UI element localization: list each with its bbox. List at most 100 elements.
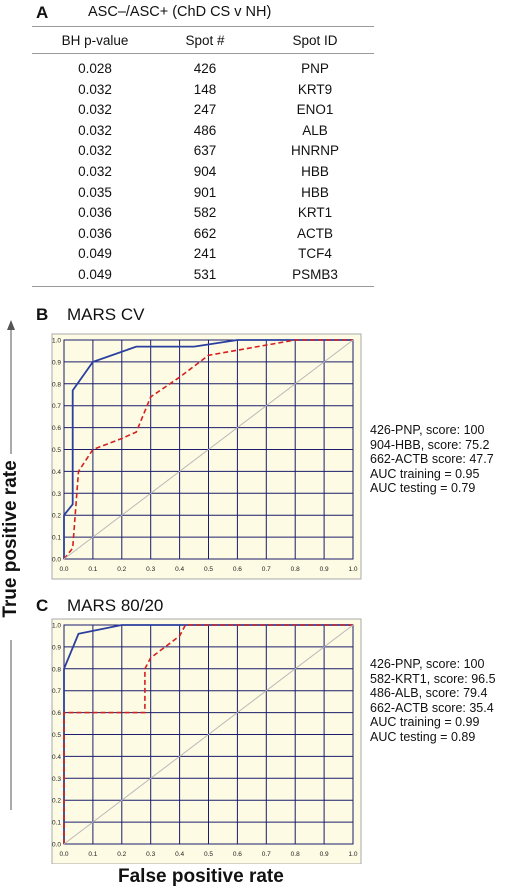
header-bh-pvalue: BH p-value <box>61 33 129 48</box>
table-cell-spot-number: 247 <box>193 102 217 118</box>
table-cell-spot-id: ENO1 <box>296 102 334 118</box>
x-tick-label: 0.7 <box>262 566 271 573</box>
table-cell-spot-number: 426 <box>193 61 217 76</box>
y-tick-label: 0.1 <box>52 820 61 827</box>
table-cell-spot-number: 637 <box>193 143 217 159</box>
y-tick-label: 0.1 <box>52 535 61 542</box>
y-tick-label: 0.3 <box>52 491 61 498</box>
table-cell-bh-pvalue: 0.049 <box>78 246 112 262</box>
table-cell-spot-id: PNP <box>301 61 329 76</box>
header-spot-number: Spot # <box>185 33 225 48</box>
y-tick-label: 0.8 <box>52 666 61 673</box>
x-tick-label: 0.6 <box>233 566 242 573</box>
annotation-line: 426-PNP, score: 100 <box>370 657 485 671</box>
table-cell-bh-pvalue: 0.032 <box>78 143 112 159</box>
y-axis-arrow-head <box>7 320 15 330</box>
annotation-line: 486-ALB, score: 79.4 <box>370 686 488 700</box>
table-cell-spot-id: KRT9 <box>297 81 333 97</box>
table-bottom-rule <box>32 286 374 287</box>
y-tick-label: 0.3 <box>52 776 61 783</box>
y-tick-label: 0.4 <box>52 754 61 761</box>
annotation-line: AUC training = 0.99 <box>370 715 480 729</box>
chart-c-title: MARS 80/20 <box>67 596 164 615</box>
table-cell-spot-number: 531 <box>193 267 217 282</box>
x-tick-label: 0.0 <box>59 851 68 858</box>
x-tick-label: 0.2 <box>117 566 126 573</box>
x-tick-label: 0.1 <box>88 851 97 858</box>
y-tick-label: 0.2 <box>52 798 61 805</box>
x-tick-label: 0.6 <box>233 851 242 858</box>
table-cell-bh-pvalue: 0.035 <box>78 184 112 200</box>
table-cell-spot-number: 486 <box>193 122 217 138</box>
roc-chart-mars-cv: 0.0 0.0 0.1 0.1 0.2 0.2 0.3 0.3 0.4 0.4 0.5 0.5 0.6 0… <box>51 333 362 580</box>
training-roc-line <box>63 339 353 559</box>
x-tick-label: 1.0 <box>348 851 357 858</box>
x-tick-label: 0.8 <box>291 566 300 573</box>
x-tick-label: 0.1 <box>88 566 97 573</box>
x-tick-label: 1.0 <box>348 566 357 573</box>
y-tick-label: 1.0 <box>52 338 61 345</box>
y-tick-label: 0.7 <box>52 403 61 410</box>
y-tick-label: 0.8 <box>52 381 61 388</box>
training-roc-line <box>63 624 353 844</box>
annotation-line: 662-ACTB score: 47.7 <box>370 452 494 466</box>
table-cell-spot-number: 662 <box>193 225 217 241</box>
panel-b-letter: B <box>36 305 49 324</box>
chart-b-annotations: 426-PNP, score: 100 904-HBB, score: 75.2… <box>370 423 494 496</box>
y-axis-label: True positive rate <box>0 454 24 624</box>
table-cell-spot-id: HBB <box>301 164 329 179</box>
annotation-line: 582-KRT1, score: 96.5 <box>370 671 496 686</box>
chart-b-title: MARS CV <box>67 305 145 324</box>
table-cell-spot-id: HBB <box>301 184 329 200</box>
table-title: ASC–/ASC+ (ChD CS v NH) <box>88 4 272 20</box>
table-header-rule <box>32 53 374 54</box>
x-tick-label: 0.2 <box>117 851 126 858</box>
x-tick-label: 0.9 <box>320 566 329 573</box>
table-cell-bh-pvalue: 0.036 <box>78 205 112 221</box>
x-tick-label: 0.3 <box>146 566 155 573</box>
y-tick-label: 0.7 <box>52 688 61 695</box>
roc-chart-mars-80-20: 0.0 0.0 0.1 0.1 0.2 0.2 0.3 0.3 0.4 0.4 0.5 0.5 0.6 0… <box>51 618 362 864</box>
annotation-line: AUC testing = 0.79 <box>370 481 476 495</box>
table-cell-bh-pvalue: 0.032 <box>78 164 112 179</box>
x-tick-label: 0.5 <box>204 566 213 573</box>
x-axis-label: False positive rate <box>118 866 284 887</box>
x-tick-label: 0.4 <box>175 566 184 573</box>
table-cell-bh-pvalue: 0.032 <box>78 102 112 118</box>
panel-c-letter: C <box>36 596 49 615</box>
x-tick-label: 0.4 <box>175 851 184 858</box>
annotation-line: AUC training = 0.95 <box>370 466 480 481</box>
table-cell-spot-number: 904 <box>193 164 217 179</box>
reference-diagonal-line <box>63 624 354 845</box>
x-tick-label: 0.9 <box>320 851 329 858</box>
y-tick-label: 0.6 <box>52 710 61 717</box>
table-cell-spot-number: 148 <box>193 81 217 97</box>
table-cell-spot-id: KRT1 <box>297 205 333 221</box>
x-tick-label: 0.0 <box>59 566 68 573</box>
table-cell-spot-id: ALB <box>302 122 328 138</box>
x-tick-label: 0.8 <box>291 851 300 858</box>
y-tick-label: 0.4 <box>52 469 61 476</box>
chart-c-annotations: 426-PNP, score: 100 582-KRT1, score: 96.… <box>370 657 496 744</box>
table-cell-spot-id: PSMB3 <box>292 267 338 282</box>
x-tick-label: 0.3 <box>146 851 155 858</box>
y-tick-label: 0.5 <box>52 732 61 739</box>
annotation-line: 662-ACTB score: 35.4 <box>370 700 494 715</box>
table-cell-spot-number: 241 <box>193 246 217 262</box>
table-cell-bh-pvalue: 0.032 <box>78 81 112 97</box>
table-cell-spot-number: 901 <box>193 184 217 200</box>
reference-diagonal-line <box>63 339 354 560</box>
table-cell-bh-pvalue: 0.036 <box>78 225 112 241</box>
table-cell-spot-id: TCF4 <box>298 246 332 262</box>
panel-a-letter: A <box>36 3 49 22</box>
y-tick-label: 0.6 <box>52 425 61 432</box>
y-tick-label: 0.5 <box>52 447 61 454</box>
testing-roc-line <box>63 624 353 844</box>
testing-roc-line <box>63 339 353 560</box>
table-top-rule <box>32 26 374 27</box>
y-tick-label: 0.9 <box>52 359 61 366</box>
x-tick-label: 0.7 <box>262 851 271 858</box>
x-tick-label: 0.5 <box>204 851 213 858</box>
annotation-line: AUC testing = 0.89 <box>370 729 476 744</box>
annotation-line: 904-HBB, score: 75.2 <box>370 437 490 452</box>
